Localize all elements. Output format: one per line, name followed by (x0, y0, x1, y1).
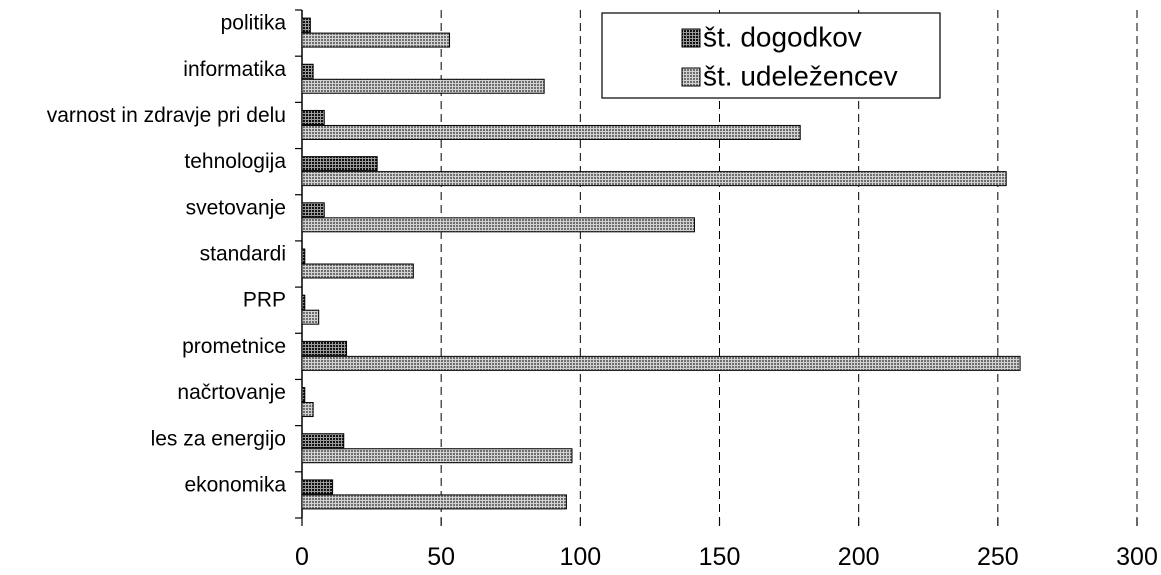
category-label: svetovanje (186, 196, 286, 219)
bar-udelezencev-9 (301, 448, 573, 464)
category-label: les za energijo (151, 427, 286, 450)
category-label: standardi (200, 243, 286, 266)
bar-dogodkov-10 (301, 479, 334, 495)
bar-udelezencev-5 (301, 263, 414, 279)
category-label: ekonomika (184, 473, 286, 496)
bar-dogodkov-2 (301, 109, 325, 125)
category-label: prometnice (182, 335, 286, 358)
x-tick-label: 0 (295, 543, 309, 570)
category-label: politika (221, 12, 287, 35)
bar-udelezencev-6 (301, 309, 320, 325)
bar-udelezencev-1 (301, 78, 545, 94)
bar-udelezencev-4 (301, 217, 695, 233)
category-label: tehnologija (184, 150, 286, 173)
x-tick-label: 100 (559, 543, 601, 570)
category-label: načrtovanje (177, 381, 286, 404)
bar-dogodkov-1 (301, 63, 314, 79)
bar-dogodkov-7 (301, 340, 348, 356)
category-label: informatika (183, 58, 286, 81)
bar-udelezencev-3 (301, 171, 1007, 187)
bar-dogodkov-0 (301, 17, 311, 33)
bar-dogodkov-3 (301, 156, 378, 172)
bar-udelezencev-0 (301, 32, 451, 48)
legend-box (601, 12, 941, 99)
bar-dogodkov-6 (301, 294, 306, 310)
category-label: varnost in zdravje pri delu (47, 104, 286, 127)
category-label: PRP (243, 289, 286, 312)
x-tick-label: 300 (1116, 543, 1158, 570)
bar-udelezencev-10 (301, 494, 567, 510)
legend-swatch-0 (681, 28, 701, 48)
labels: 0 50 100 150 200 250 300 politika informatika var… (47, 12, 1158, 571)
x-tick-label: 150 (699, 543, 741, 570)
legend: št. dogodkov št. udeležencev (601, 12, 941, 99)
legend-label-0: št. dogodkov (703, 21, 862, 52)
bar-dogodkov-4 (301, 202, 325, 218)
bar-udelezencev-8 (301, 402, 314, 418)
legend-swatch-1 (681, 67, 701, 87)
bar-dogodkov-8 (301, 387, 306, 403)
legend-label-1: št. udeležencev (703, 60, 898, 91)
x-tick-label: 250 (977, 543, 1019, 570)
bar-udelezencev-7 (301, 355, 1021, 371)
x-tick-label: 50 (427, 543, 455, 570)
bar-dogodkov-9 (301, 433, 345, 449)
bars (301, 17, 1021, 510)
bar-dogodkov-5 (301, 248, 306, 264)
x-tick-label: 200 (838, 543, 880, 570)
bar-udelezencev-2 (301, 124, 801, 140)
